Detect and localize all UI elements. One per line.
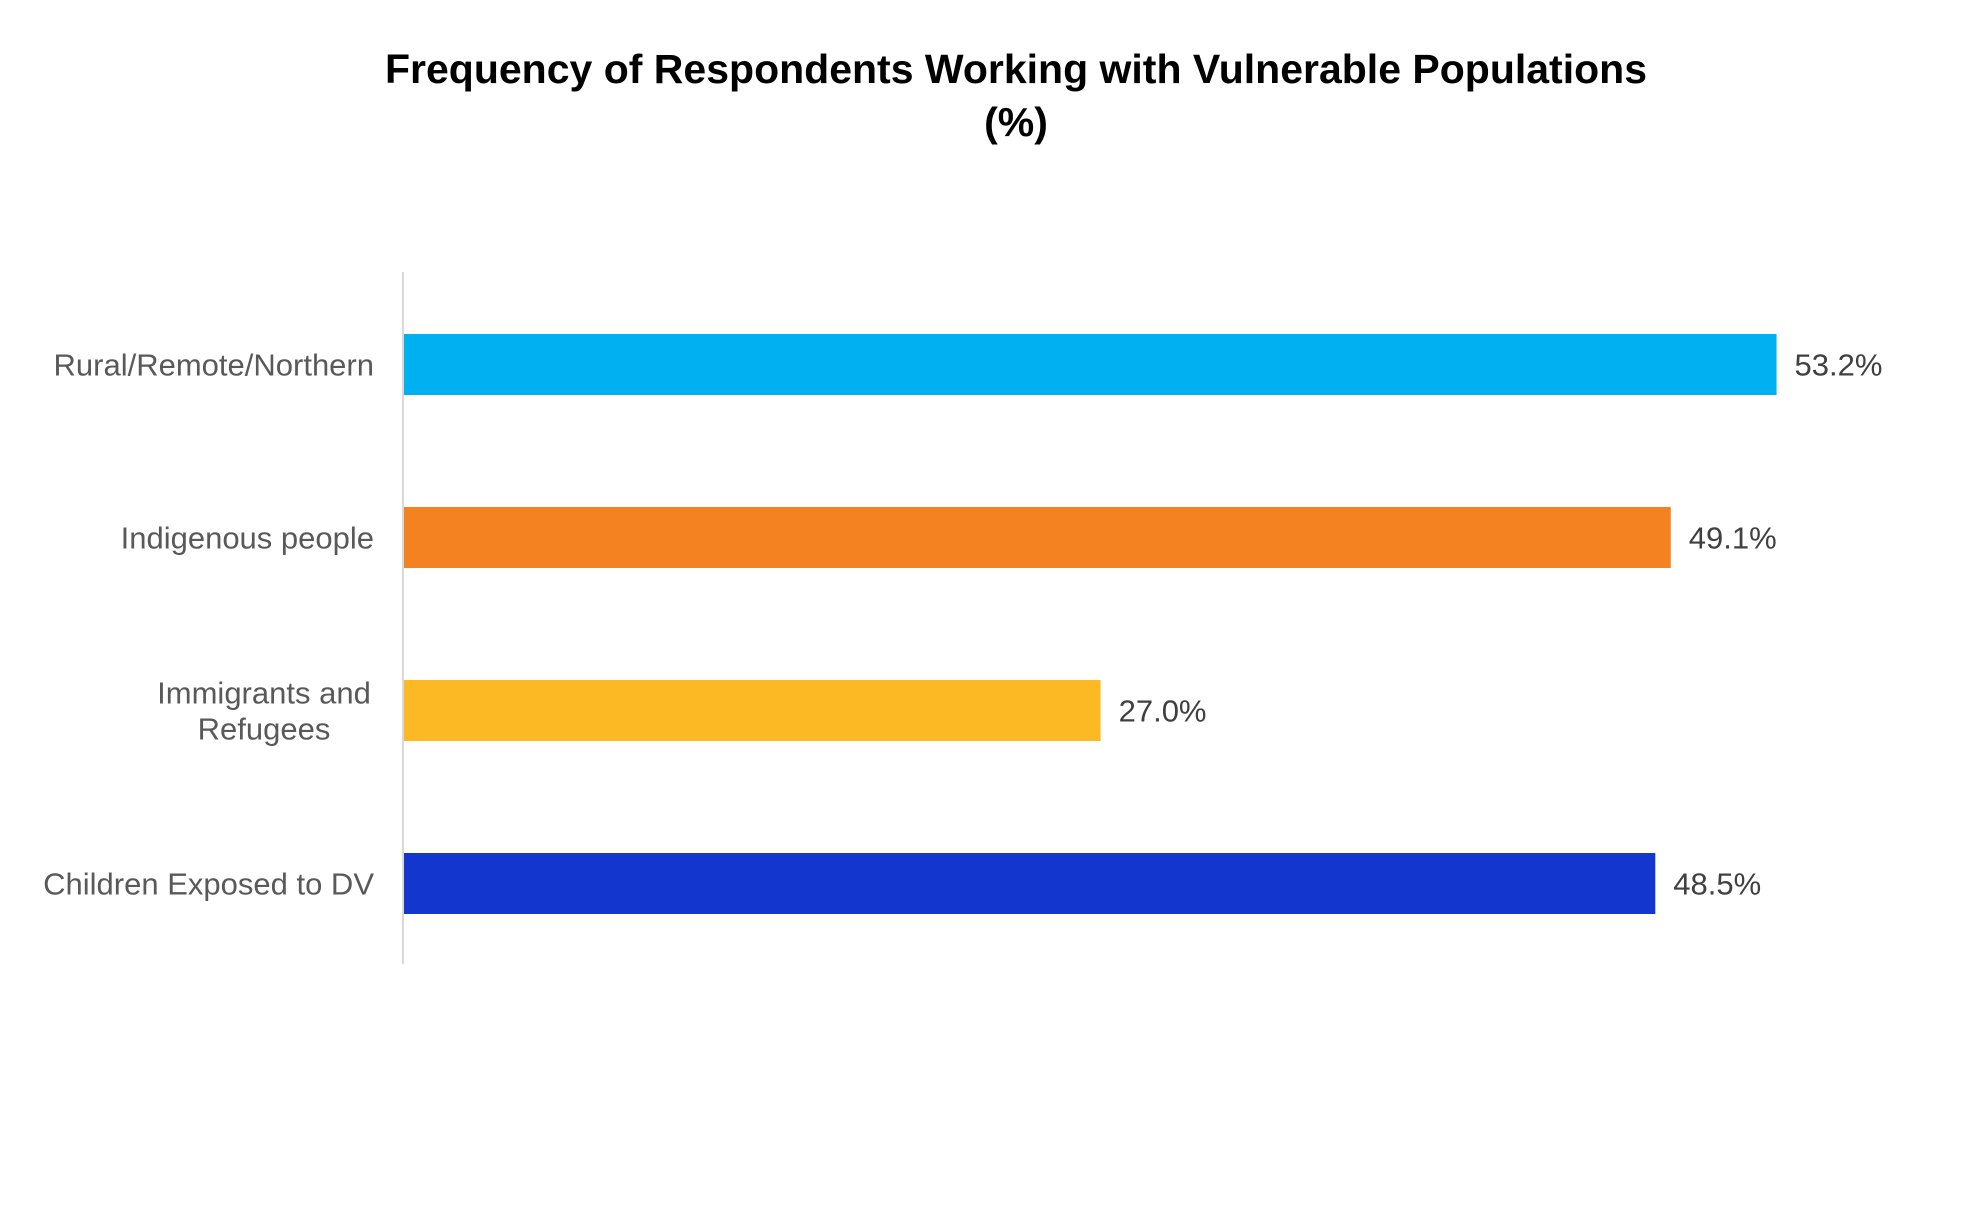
category-labels: Rural/Remote/Northern Indigenous people Im… <box>43 348 374 902</box>
category-label: Rural/Remote/Northern <box>54 348 374 383</box>
category-label: Immigrants and Refugees <box>157 676 371 747</box>
bar <box>404 680 1101 741</box>
bar <box>404 507 1671 568</box>
data-label: 48.5% <box>1673 867 1761 902</box>
chart-title-line: Frequency of Respondents Working with Vu… <box>385 46 1647 92</box>
bars <box>404 334 1777 914</box>
chart-title: Frequency of Respondents Working with Vu… <box>385 46 1647 145</box>
category-label: Indigenous people <box>121 521 374 556</box>
data-label: 27.0% <box>1119 694 1207 729</box>
data-label: 49.1% <box>1689 521 1777 556</box>
category-label: Children Exposed to DV <box>43 867 374 902</box>
data-label: 53.2% <box>1795 348 1883 383</box>
bar <box>404 334 1777 395</box>
chart-title-line: (%) <box>984 99 1048 145</box>
bar <box>404 853 1656 914</box>
data-labels: 53.2% 49.1% 27.0% 48.5% <box>1119 348 1883 902</box>
